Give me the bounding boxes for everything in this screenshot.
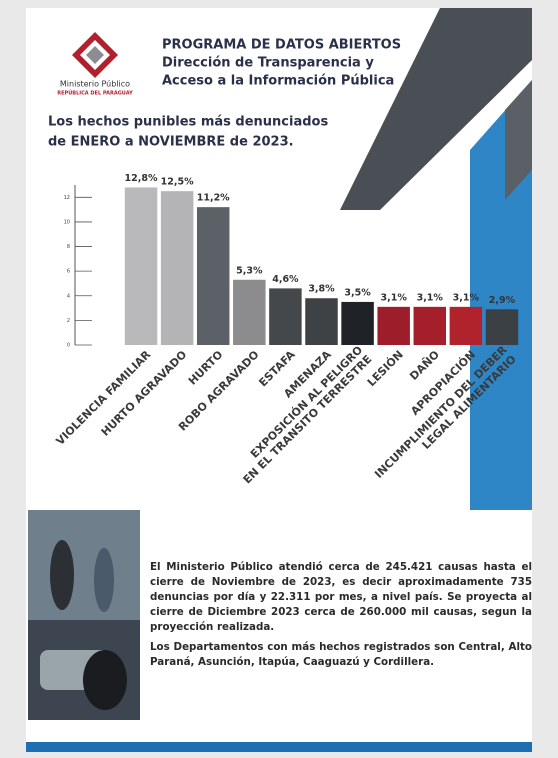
bar — [269, 288, 301, 345]
bar — [233, 280, 265, 345]
value-label: 3,8% — [308, 284, 335, 295]
bar — [414, 307, 446, 345]
bar — [450, 307, 482, 345]
y-tick-label: 8 — [67, 244, 70, 250]
page: Ministerio Público REPÚBLICA DEL PARAGUA… — [0, 0, 558, 758]
y-tick-label: 2 — [67, 318, 70, 324]
bar — [486, 309, 518, 345]
value-label: 3,5% — [344, 287, 371, 298]
chart-title: Los hechos punibles más denunciados — [48, 115, 328, 130]
y-tick-label: 4 — [67, 293, 70, 299]
value-label: 12,5% — [161, 177, 194, 188]
value-label: 2,9% — [489, 295, 516, 306]
value-label: 3,1% — [417, 292, 444, 303]
header-title: PROGRAMA DE DATOS ABIERTOS — [162, 38, 401, 53]
bar — [161, 191, 193, 345]
header-title: Dirección de Transparencia y — [162, 56, 374, 71]
value-label: 5,3% — [236, 265, 263, 276]
bar — [305, 298, 337, 345]
bar — [197, 207, 229, 345]
paragraph: El Ministerio Público atendió cerca de 2… — [150, 560, 532, 635]
bar — [125, 187, 157, 345]
bar — [341, 302, 373, 345]
header-title: Acceso a la Información Pública — [162, 74, 394, 89]
chart-title: de ENERO a NOVIEMBRE de 2023. — [48, 135, 294, 150]
paragraph: Los Departamentos con más hechos registr… — [150, 640, 532, 670]
org-name: Ministerio Público — [60, 80, 130, 89]
value-label: 3,1% — [381, 292, 408, 303]
org-sub: REPÚBLICA DEL PARAGUAY — [57, 90, 133, 97]
value-label: 11,2% — [197, 193, 230, 204]
y-tick-label: 12 — [64, 195, 70, 201]
value-label: 3,1% — [453, 292, 480, 303]
y-tick-label: 6 — [67, 269, 70, 275]
footer-bar — [26, 742, 532, 752]
photo — [28, 510, 140, 720]
value-label: 12,8% — [125, 173, 158, 184]
bar — [377, 307, 409, 345]
y-tick-label: 0 — [67, 343, 70, 349]
y-tick-label: 10 — [64, 219, 70, 225]
value-label: 4,6% — [272, 274, 299, 285]
